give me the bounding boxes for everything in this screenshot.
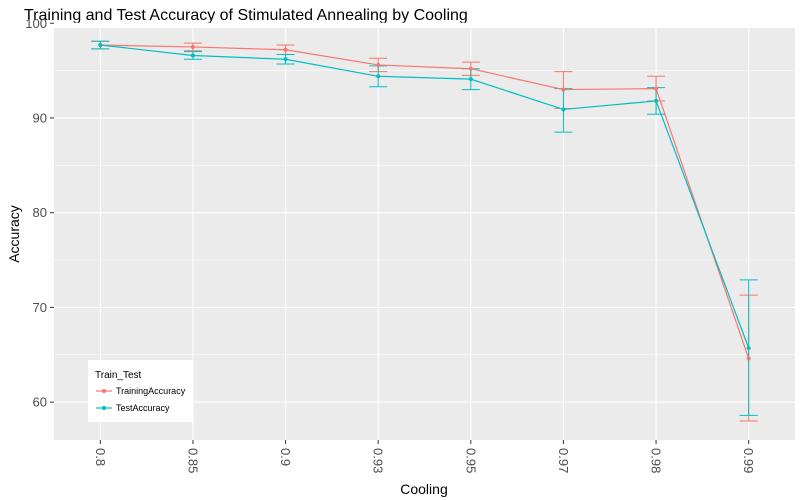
minor-grid [54, 70, 795, 356]
data-point-TestAccuracy [468, 77, 473, 82]
x-tick-label: 0.99 [741, 448, 756, 473]
chart-title: Training and Test Accuracy of Stimulated… [24, 7, 468, 24]
legend-title: Train_Test [95, 370, 142, 381]
series-points [98, 43, 751, 361]
legend-swatch-point [102, 406, 106, 410]
data-point-TrainingAccuracy [654, 86, 659, 91]
data-point-TrainingAccuracy [561, 87, 566, 92]
series-lines [100, 44, 750, 359]
x-axis-ticks: 0.8 0.85 0.9 0.93 0.95 0.97 0.98 0.99 [93, 440, 756, 473]
x-tick-label: 0.98 [649, 448, 664, 473]
data-point-TestAccuracy [190, 53, 195, 58]
series-line-TrainingAccuracy [100, 44, 750, 359]
data-point-TestAccuracy [98, 43, 103, 48]
data-point-TrainingAccuracy [746, 356, 751, 361]
y-tick-label: 70 [33, 300, 47, 315]
x-tick-label: 0.8 [93, 448, 108, 466]
x-tick-label: 0.97 [556, 448, 571, 473]
data-point-TestAccuracy [654, 98, 659, 103]
x-tick-label: 0.9 [278, 448, 293, 466]
data-point-TestAccuracy [561, 107, 566, 112]
data-point-TrainingAccuracy [190, 44, 195, 49]
legend-swatch-point [102, 389, 106, 393]
x-tick-label: 0.93 [371, 448, 386, 473]
legend-label: TrainingAccuracy [116, 386, 186, 396]
y-tick-label: 80 [33, 205, 47, 220]
data-point-TrainingAccuracy [376, 62, 381, 67]
legend-label: TestAccuracy [116, 403, 170, 413]
x-tick-label: 0.95 [463, 448, 478, 473]
data-point-TestAccuracy [376, 74, 381, 79]
data-point-TrainingAccuracy [283, 47, 288, 52]
x-axis-title: Cooling [400, 481, 447, 497]
y-tick-label: 100 [25, 16, 47, 31]
series-line-TestAccuracy [100, 44, 750, 349]
y-tick-label: 60 [33, 395, 47, 410]
data-point-TestAccuracy [746, 346, 751, 351]
error-bars [91, 40, 758, 422]
legend: Train_Test TrainingAccuracy TestAccuracy [88, 360, 193, 422]
y-axis-ticks: 60 70 80 90 100 [25, 16, 54, 410]
y-axis-title: Accuracy [6, 205, 22, 263]
x-tick-label: 0.85 [185, 448, 200, 473]
y-tick-label: 90 [33, 110, 47, 125]
data-point-TestAccuracy [283, 57, 288, 62]
data-point-TrainingAccuracy [468, 66, 473, 71]
